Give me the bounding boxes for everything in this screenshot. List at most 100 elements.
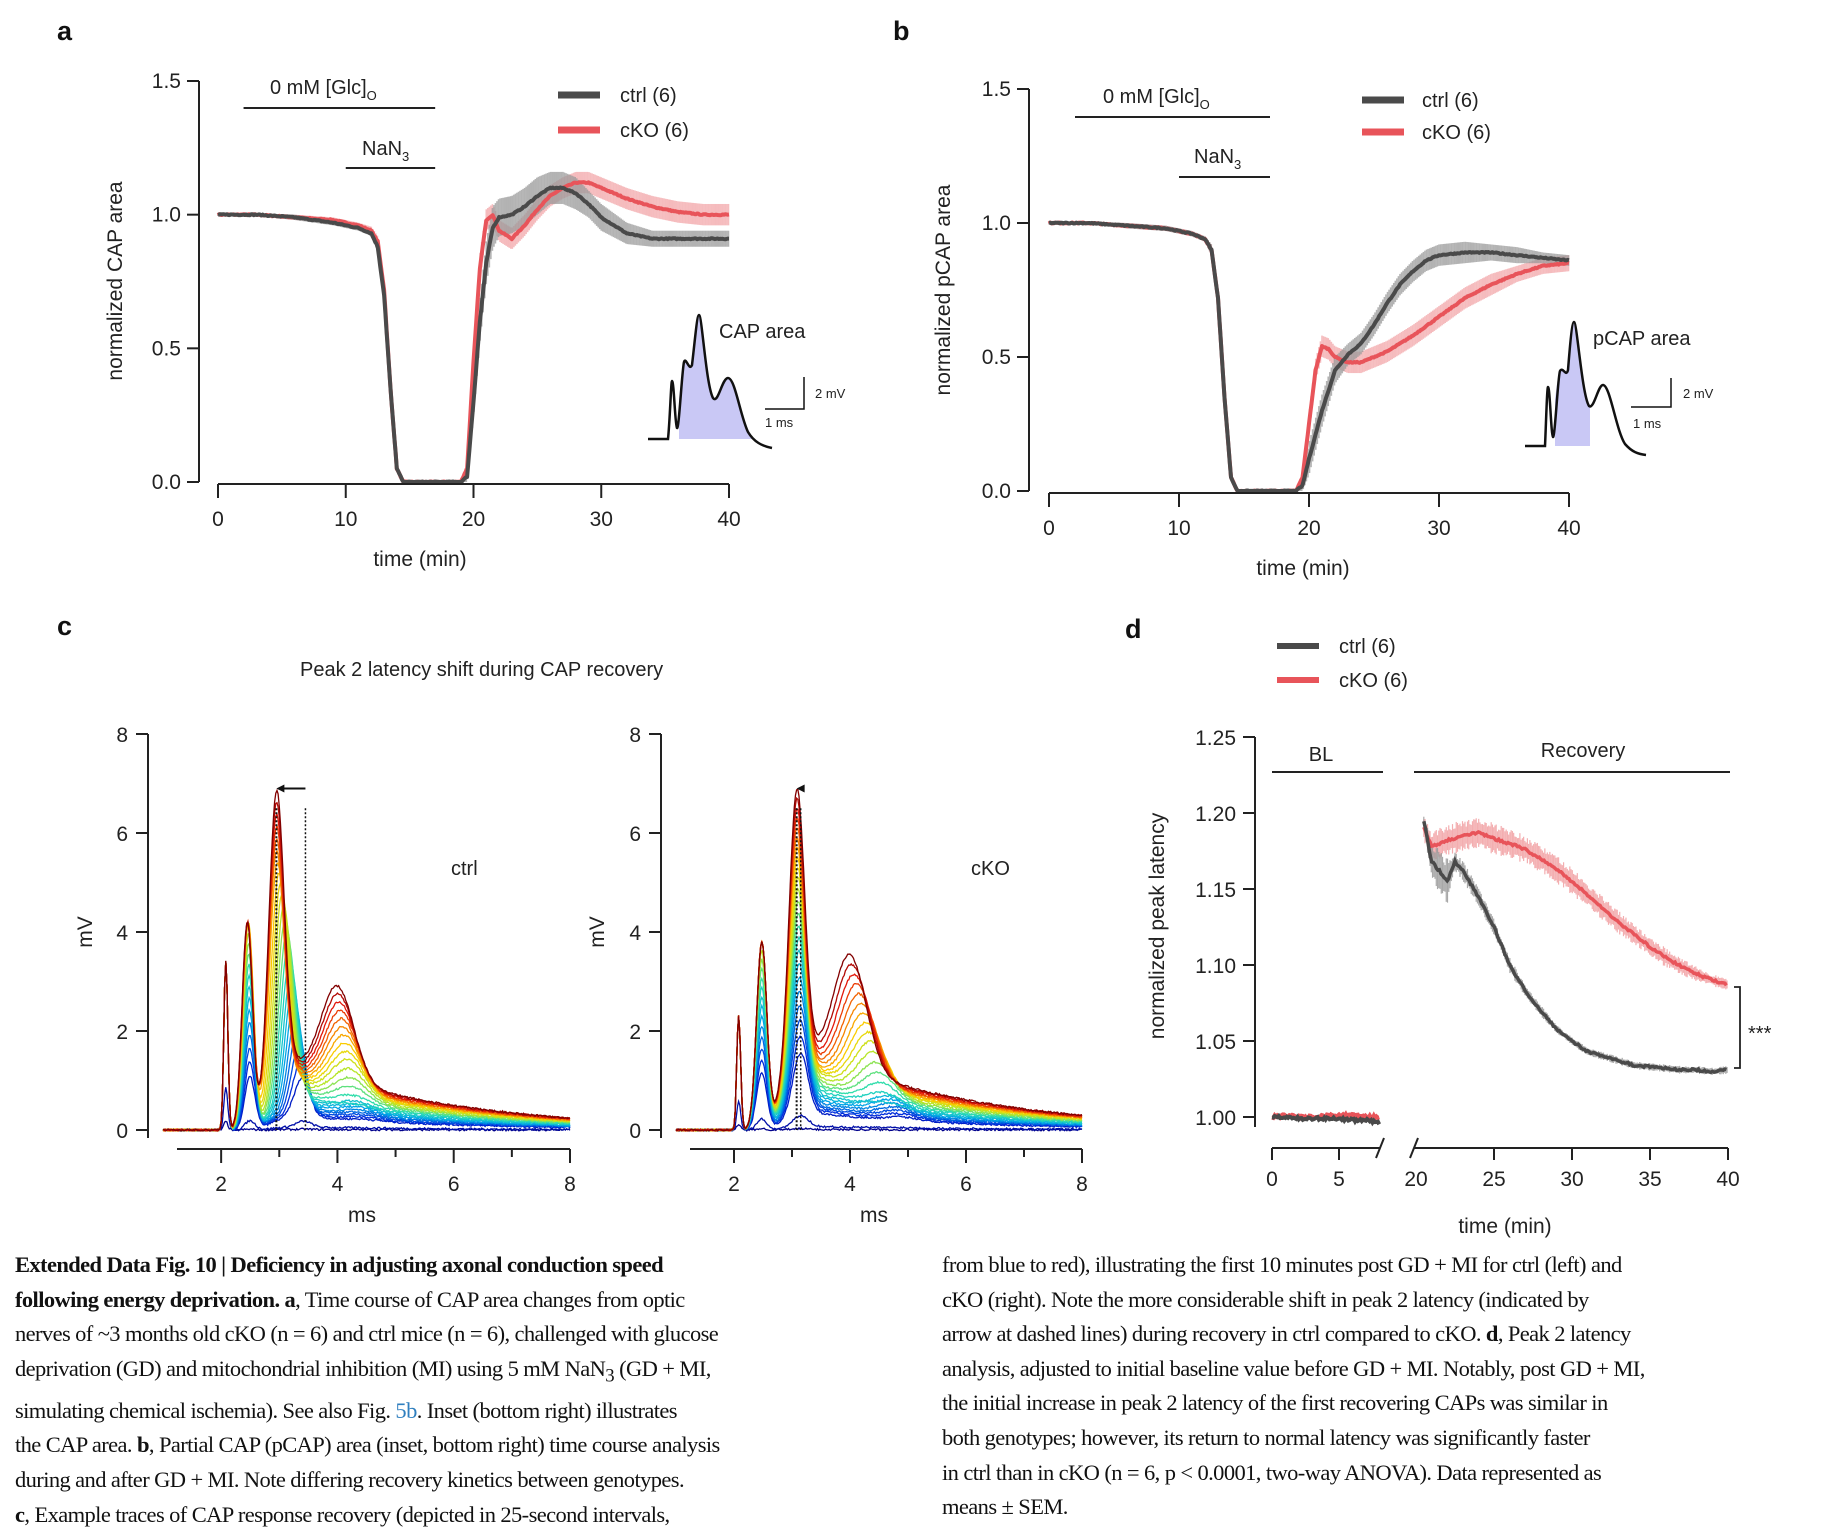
x-tick-label: 6 [960,1173,972,1196]
caption-text: means ± SEM. [942,1494,1068,1520]
caption-line: in ctrl than in cKO (n = 6, p < 0.0001, … [942,1456,1822,1491]
b-legend-cko: cKO (6) [1422,122,1491,144]
panel-label-b: b [893,16,910,46]
caption-line: nerves of ~3 months old cKO (n = 6) and … [15,1317,920,1352]
ctrl-recovery-line [1422,820,1727,1075]
y-tick-label: 0.0 [982,480,1011,503]
y-tick-label: 2 [116,1021,128,1044]
panel-label-c: c [57,611,72,641]
ctrl-baseline-line [1271,1112,1381,1127]
caption-text: the initial increase in peak 2 latency o… [942,1390,1608,1416]
cap-trace [675,912,1083,1132]
ctrl-mean-line [1048,220,1570,493]
b-y-axis-title: normalized pCAP area [932,184,955,395]
y-tick-label: 2 [629,1021,641,1044]
cap-trace [162,801,571,1132]
x-tick-label: 0 [212,508,224,531]
y-tick-label: 8 [116,724,128,747]
caption-line: both genotypes; however, its return to n… [942,1421,1822,1456]
caption-text: , Time course of CAP area changes from o… [295,1286,685,1312]
x-tick-label: 8 [1076,1173,1088,1196]
panel-label-d: d [1125,614,1142,644]
a-inset-scale-y: 2 mV [815,386,846,401]
caption-text: the CAP area. [15,1432,137,1458]
ctrl-sem-band [1048,221,1570,491]
panel-c-cko-chart: 0 2 4 6 8 2 4 6 8 cKO ms mV [586,724,1088,1227]
x-tick-label: 25 [1482,1168,1505,1191]
b-inset-pcap-trace [1525,320,1647,457]
y-tick-label: 1.20 [1195,803,1236,826]
a-x-axis-title: time (min) [373,548,466,571]
caption-left-column: Extended Data Fig. 10 | Deficiency in ad… [15,1248,920,1532]
x-tick-label: 30 [1427,517,1450,540]
cko-mean-line [216,180,730,484]
cap-trace [675,837,1083,1132]
c-cko-label: cKO [971,858,1010,880]
a-legend-cko: cKO (6) [620,120,689,142]
a-inset-scale-x: 1 ms [765,415,794,430]
y-tick-label: 1.10 [1195,955,1236,978]
x-tick-label: 4 [332,1173,344,1196]
b-inset-scale-x: 1 ms [1633,416,1662,431]
cap-trace [675,788,1083,1132]
x-tick-label: 5 [1333,1168,1345,1191]
caption-text: , Partial CAP (pCAP) area (inset, bottom… [148,1432,720,1458]
d-legend-ctrl: ctrl (6) [1339,636,1396,658]
caption-text: both genotypes; however, its return to n… [942,1424,1590,1450]
cko-recovery-line [1422,826,1728,987]
x-tick-label: 2 [215,1173,227,1196]
cap-trace [675,876,1083,1132]
caption-text: , Example traces of CAP response recover… [24,1501,670,1527]
x-tick-label: 10 [1167,517,1190,540]
x-tick-label: 35 [1638,1168,1661,1191]
x-tick-label: 2 [728,1173,740,1196]
caption-text: simulating chemical ischemia). See also … [15,1397,396,1423]
caption-text: deprivation (GD) and mitochondrial inhib… [15,1355,606,1381]
y-tick-label: 6 [116,823,128,846]
latency-shift-arrowhead [796,784,805,793]
caption-text: during and after GD + MI. Note differing… [15,1467,685,1493]
caption-subscript: 3 [605,1365,615,1387]
c-title: Peak 2 latency shift during CAP recovery [300,659,663,681]
ctrl-sem-band [1423,816,1728,1075]
cap-trace [675,925,1083,1132]
y-tick-label: 1.15 [1195,879,1236,902]
ctrl-mean-line [217,185,730,484]
caption-text: from blue to red), illustrating the firs… [942,1252,1622,1277]
b-inset-shaded-area [1555,322,1590,446]
x-tick-label: 20 [462,508,485,531]
c-ctrl-y-axis-title: mV [74,916,97,948]
x-tick-label: 4 [844,1173,856,1196]
cap-trace [162,1120,571,1132]
caption-text: , Peak 2 latency [1497,1321,1631,1347]
caption-text: nerves of ~3 months old cKO (n = 6) and … [15,1321,719,1347]
y-tick-label: 0.5 [152,337,181,360]
x-tick-label: 8 [564,1173,576,1196]
y-tick-label: 1.0 [152,204,181,227]
caption-bold-text: following energy deprivation. a [15,1286,296,1312]
y-tick-label: 1.5 [152,70,181,93]
caption-line: analysis, adjusted to initial baseline v… [942,1352,1822,1387]
panel-label-a: a [57,16,73,46]
caption-line: the initial increase in peak 2 latency o… [942,1386,1822,1421]
caption-bold-text: b [136,1432,150,1458]
caption-bold-text: Extended Data Fig. 10 | Deficiency in ad… [15,1252,664,1277]
b-inset-label: pCAP area [1593,328,1691,350]
cap-trace [675,817,1083,1133]
caption-line: simulating chemical ischemia). See also … [15,1394,920,1429]
b-inset-scale-bar [1631,378,1672,408]
x-axis-break [1375,1137,1385,1159]
y-tick-label: 0.5 [982,346,1011,369]
caption-line: Extended Data Fig. 10 | Deficiency in ad… [15,1248,920,1283]
cap-trace [675,1123,1083,1133]
panel-b-chart: 0.0 0.5 1.0 1.5 0 10 20 30 40 time (min) normali… [932,78,1714,580]
figure-reference-link[interactable]: 5b [395,1397,417,1423]
caption-right-column: from blue to red), illustrating the firs… [942,1248,1822,1525]
x-tick-label: 30 [590,508,613,531]
caption-line: means ± SEM. [942,1490,1822,1525]
caption-line: c, Example traces of CAP response recove… [15,1498,920,1533]
y-tick-label: 8 [629,724,641,747]
b-inset: pCAP area 2 mV 1 ms [1525,320,1714,457]
figure-caption: Extended Data Fig. 10 | Deficiency in ad… [0,1248,1825,1536]
x-tick-label: 20 [1404,1168,1427,1191]
